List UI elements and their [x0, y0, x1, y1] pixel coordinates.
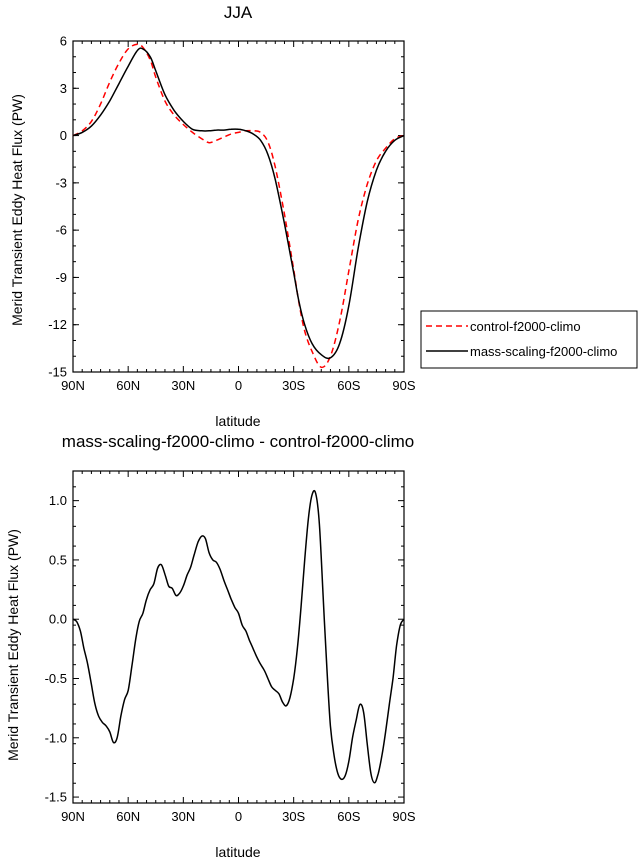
top-y-tick-label: -15 — [48, 365, 67, 380]
top-x-tick-label: 90S — [392, 378, 415, 393]
top-x-tick-label: 0 — [235, 378, 242, 393]
top-chart-title: JJA — [224, 3, 253, 22]
top-series-line-0 — [72, 43, 405, 369]
legend-label-control: control-f2000-climo — [470, 319, 581, 334]
bottom-x-axis-label: latitude — [215, 844, 260, 860]
top-series-line-1 — [72, 47, 405, 360]
bottom-x-tick-label: 60S — [337, 809, 360, 824]
bottom-series-line-0 — [72, 489, 405, 784]
bottom-y-tick-label: 0.0 — [49, 612, 67, 627]
bottom-x-tick-label: 30N — [171, 809, 195, 824]
top-y-tick-label: -3 — [55, 175, 67, 190]
top-y-tick-label: -9 — [55, 270, 67, 285]
legend-label-mass-scaling: mass-scaling-f2000-climo — [470, 344, 617, 359]
bottom-y-tick-label: -1.5 — [45, 790, 67, 805]
bottom-chart-title: mass-scaling-f2000-climo - control-f2000… — [62, 432, 414, 451]
top-x-tick-label: 90N — [61, 378, 85, 393]
bottom-x-tick-label: 90N — [61, 809, 85, 824]
bottom-series-lines — [72, 489, 405, 784]
top-y-tick-label: -12 — [48, 317, 67, 332]
bottom-y-tick-label: 0.5 — [49, 552, 67, 567]
top-panel: JJA 90N 60N 30N 0 30S 60S 90S 6 3 0 -3 -6 -9 -12 -15 l… — [9, 3, 638, 429]
bottom-x-tick-label: 30S — [282, 809, 305, 824]
bottom-y-axis-label: Merid Transient Eddy Heat Flux (PW) — [5, 529, 21, 761]
bottom-plot-frame: 90N 60N 30N 0 30S 60S 90S 1.0 0.5 0.0 -0.5 -1.0 -1.5 — [45, 470, 416, 824]
top-series-lines — [72, 43, 405, 369]
bottom-panel: mass-scaling-f2000-climo - control-f2000… — [5, 432, 416, 860]
top-y-axis-label: Merid Transient Eddy Heat Flux (PW) — [9, 94, 25, 326]
bottom-y-tick-label: 1.0 — [49, 493, 67, 508]
bottom-x-tick-label: 0 — [235, 809, 242, 824]
legend: control-f2000-climo mass-scaling-f2000-c… — [420, 310, 638, 369]
top-y-tick-label: 3 — [60, 81, 67, 96]
bottom-x-tick-label: 90S — [392, 809, 415, 824]
top-x-tick-label: 30N — [171, 378, 195, 393]
top-plot-frame: 90N 60N 30N 0 30S 60S 90S 6 3 0 -3 -6 -9 -12 -15 — [48, 34, 416, 394]
top-x-tick-label: 60N — [116, 378, 140, 393]
top-plot-border — [72, 40, 405, 373]
top-y-tick-label: 0 — [60, 128, 67, 143]
top-y-tick-label: 6 — [60, 34, 67, 49]
top-x-tick-label: 60S — [337, 378, 360, 393]
top-x-tick-label: 30S — [282, 378, 305, 393]
bottom-plot-border — [72, 470, 405, 804]
bottom-y-tick-label: -0.5 — [45, 671, 67, 686]
bottom-x-tick-label: 60N — [116, 809, 140, 824]
legend-box — [420, 310, 638, 369]
bottom-y-tick-label: -1.0 — [45, 730, 67, 745]
top-x-axis-label: latitude — [215, 413, 260, 429]
top-y-tick-label: -6 — [55, 223, 67, 238]
